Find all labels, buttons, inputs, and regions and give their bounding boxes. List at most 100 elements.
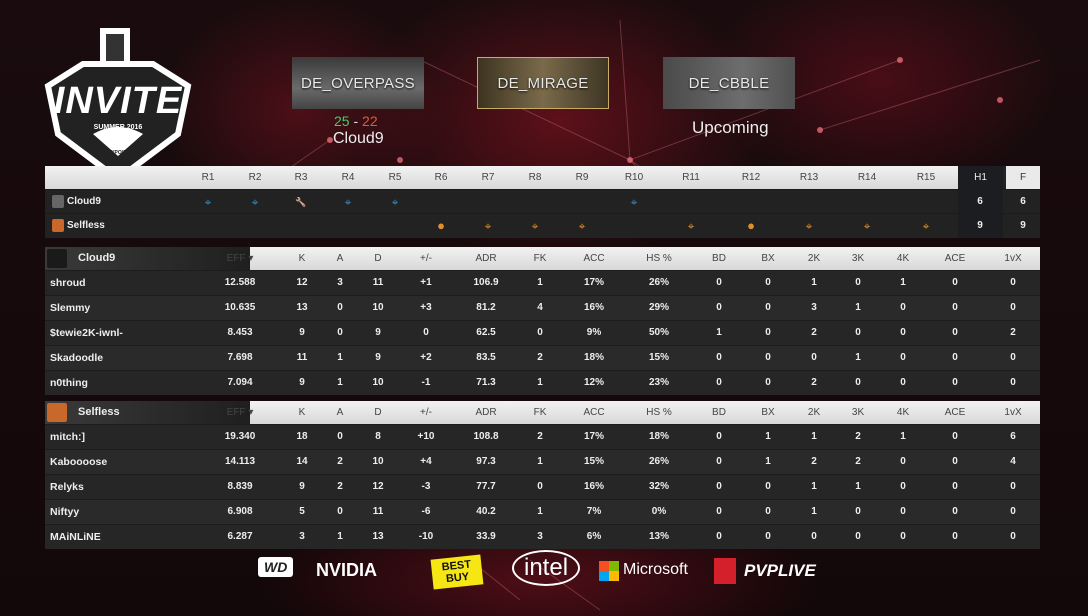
- stat-cell: 1: [900, 431, 906, 442]
- column-header-adr: ADR: [475, 253, 497, 264]
- bomb-icon: ●: [437, 218, 445, 233]
- stat-cell: 0: [900, 506, 906, 517]
- column-header-ace: ACE: [944, 253, 966, 264]
- column-header-eff[interactable]: EFF ▾: [226, 253, 254, 264]
- round-row-selfless: Selfless ● ⌖ ⌖ ⌖ ⌖ ● ⌖ ⌖ ⌖ 9 9: [45, 213, 1040, 237]
- column-header-k: K: [298, 253, 306, 264]
- stat-cell: 11: [372, 277, 384, 288]
- map-score: 25 - 22: [334, 113, 378, 129]
- stat-cell: 0: [952, 456, 958, 467]
- target-icon: ⌖: [922, 219, 930, 233]
- stat-cell: 1: [855, 352, 861, 363]
- stat-cell: 0: [952, 302, 958, 313]
- stat-cell: 0: [716, 277, 722, 288]
- stat-cell: -3: [421, 481, 431, 492]
- player-row[interactable]: Skadoodle 7.698 11 1 9 +2 83.5 2 18% 15% 0 0 0 1 0 0 0: [45, 345, 1040, 370]
- team-logo-icon: [52, 195, 64, 208]
- stat-cell: 0: [716, 302, 722, 313]
- player-row[interactable]: Slemmy 10.635 13 0 10 +3 81.2 4 16% 29% 0 0 3 1 0 0 0: [45, 295, 1040, 320]
- column-header-4k: 4K: [896, 253, 910, 264]
- stat-cell: 0: [855, 327, 861, 338]
- wrench-icon: 🔧: [295, 197, 307, 207]
- h1-score: 6: [977, 196, 983, 207]
- stat-cell: 8.453: [227, 327, 253, 338]
- stat-cell: 10: [372, 456, 384, 467]
- stat-cell: 13%: [648, 531, 670, 542]
- stat-cell: 26%: [648, 277, 670, 288]
- stat-cell: 40.2: [476, 506, 496, 517]
- stat-cell: 14.113: [224, 456, 256, 467]
- target-icon: ⌖: [251, 195, 259, 209]
- stat-cell: 15%: [583, 456, 605, 467]
- stat-cell: 0: [952, 377, 958, 388]
- player-row[interactable]: mitch:] 19.340 18 0 8 +10 108.8 2 17% 18% 0 1 1 2 1 0 6: [45, 424, 1040, 449]
- column-header-2k: 2K: [807, 407, 821, 418]
- stat-cell: 0: [716, 352, 722, 363]
- stat-cell: 2: [811, 456, 817, 467]
- round-header-4: R4: [341, 172, 355, 183]
- stat-cell: 13: [296, 302, 308, 313]
- stat-cell: 8.839: [227, 481, 253, 492]
- player-row[interactable]: Kaboooose 14.113 14 2 10 +4 97.3 1 15% 26% 0 1 2 2 0 0 4: [45, 449, 1040, 474]
- column-header-hs: HS %: [646, 407, 672, 418]
- score-winner: 25: [334, 113, 350, 129]
- column-header-: +/-: [420, 253, 432, 264]
- stat-cell: 62.5: [476, 327, 496, 338]
- stat-cell: 9: [299, 481, 305, 492]
- f-header: F: [1006, 166, 1040, 189]
- stat-cell: 4: [1010, 456, 1016, 467]
- stat-cell: 0: [337, 327, 343, 338]
- stat-cell: 1: [855, 302, 861, 313]
- player-name: $tewie2K-iwnl-: [50, 327, 123, 339]
- stat-cell: 0: [716, 506, 722, 517]
- player-row[interactable]: n0thing 7.094 9 1 10 -1 71.3 1 12% 23% 0 0 2 0 0 0 0: [45, 370, 1040, 395]
- map-card-overpass[interactable]: DE_OVERPASS: [292, 57, 424, 109]
- column-header-d: D: [374, 407, 382, 418]
- stat-cell: 3: [811, 302, 817, 313]
- stat-cell: 1: [765, 431, 771, 442]
- stat-cell: 18%: [583, 352, 605, 363]
- stat-cell: 0: [855, 377, 861, 388]
- stat-cell: 0: [900, 456, 906, 467]
- stat-cell: 0: [1010, 377, 1016, 388]
- stat-cell: 6.908: [227, 506, 253, 517]
- column-header-3k: 3K: [851, 253, 865, 264]
- stat-cell: 9: [299, 377, 305, 388]
- target-icon: ⌖: [484, 219, 492, 233]
- stats-rows: mitch:] 19.340 18 0 8 +10 108.8 2 17% 18% 0 1 1 2 1 0 6 K…: [45, 424, 1040, 549]
- stat-cell: 0: [1010, 277, 1016, 288]
- stat-cell: 0: [811, 352, 817, 363]
- column-header-bd: BD: [712, 407, 726, 418]
- round-header-5: R5: [388, 172, 402, 183]
- column-header-1vx: 1vX: [1004, 407, 1022, 418]
- map-card-cbble[interactable]: DE_CBBLE: [663, 57, 795, 109]
- stat-cell: 0: [1010, 302, 1016, 313]
- stat-cell: 1: [811, 481, 817, 492]
- player-name: Skadoodle: [50, 352, 104, 364]
- player-row[interactable]: $tewie2K-iwnl- 8.453 9 0 9 0 62.5 0 9% 50% 1 0 2 0 0 0 2: [45, 320, 1040, 345]
- player-row[interactable]: Niftyy 6.908 5 0 11 -6 40.2 1 7% 0% 0 0 1 0 0 0 0: [45, 499, 1040, 524]
- bomb-icon: ●: [747, 218, 755, 233]
- team-name: Selfless: [67, 220, 105, 231]
- column-header-eff[interactable]: EFF ▾: [226, 407, 254, 418]
- round-header-11: R11: [682, 172, 700, 183]
- stat-cell: 1: [811, 277, 817, 288]
- column-header-1vx: 1vX: [1004, 253, 1022, 264]
- target-icon: ⌖: [630, 195, 638, 209]
- player-row[interactable]: shroud 12.588 12 3 11 +1 106.9 1 17% 26% 0 0 1 0 1 0 0: [45, 270, 1040, 295]
- sponsor-wd: WD: [258, 557, 294, 577]
- stat-cell: 0: [855, 531, 861, 542]
- sponsor-intel: intel: [512, 550, 581, 586]
- stat-cell: 1: [537, 277, 543, 288]
- team-logo-icon: [47, 249, 67, 268]
- player-name: mitch:]: [50, 431, 85, 443]
- stat-cell: 2: [337, 481, 343, 492]
- score-sep: -: [353, 113, 359, 129]
- map-card-mirage[interactable]: DE_MIRAGE: [477, 57, 609, 109]
- player-row[interactable]: Relyks 8.839 9 2 12 -3 77.7 0 16% 32% 0 0 1 1 0 0 0: [45, 474, 1040, 499]
- stat-cell: 0: [716, 377, 722, 388]
- stat-cell: +10: [417, 431, 435, 442]
- stat-cell: 7.094: [227, 377, 253, 388]
- player-row[interactable]: MAiNLiNE 6.287 3 1 13 -10 33.9 3 6% 13% 0 0 0 0 0 0 0: [45, 524, 1040, 549]
- pvplive-logo-icon: [714, 558, 736, 584]
